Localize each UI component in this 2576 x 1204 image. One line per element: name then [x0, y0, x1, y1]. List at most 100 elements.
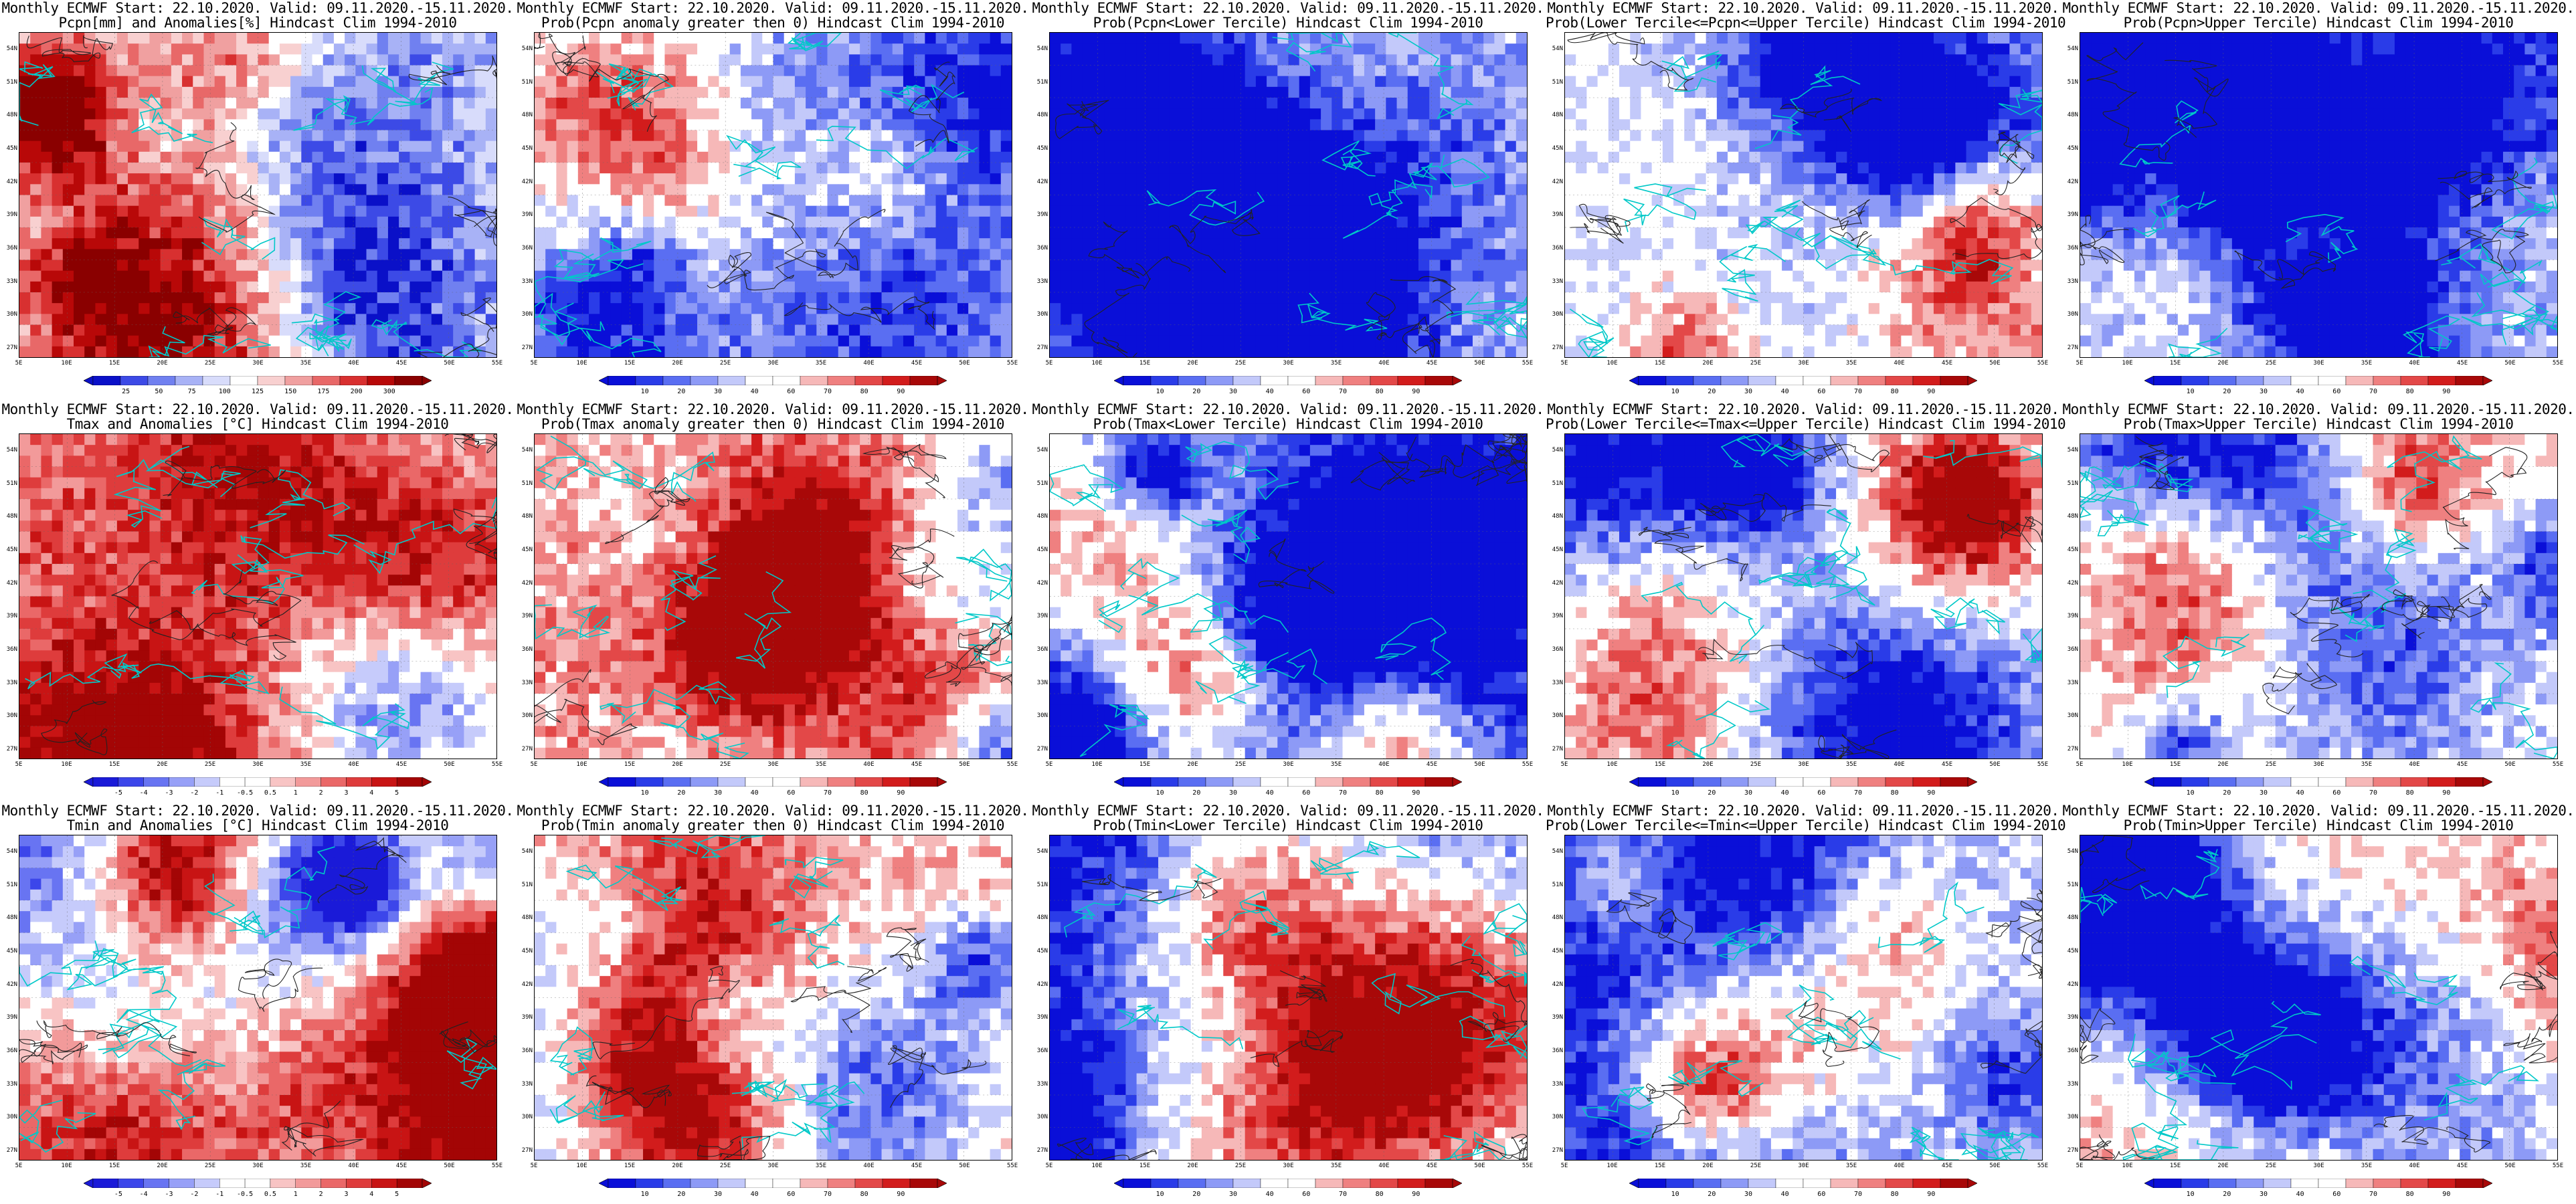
latitude-label: 27N	[1032, 344, 1048, 351]
longitude-label: 40E	[859, 761, 879, 768]
latitude-label: 51N	[517, 882, 533, 888]
latitude-label: 36N	[2062, 245, 2078, 252]
longitude-label: 45E	[2452, 360, 2472, 367]
latitude-label: 45N	[1, 546, 17, 553]
colorbar-tick-label: 30	[2250, 388, 2277, 395]
longitude-label: 30E	[1794, 1163, 1814, 1169]
forecast-map	[1564, 32, 2043, 358]
latitude-label: 51N	[1032, 882, 1048, 888]
colorbar-tick-label: 30	[1735, 1191, 1762, 1198]
map-field	[19, 434, 496, 759]
latitude-label: 36N	[517, 646, 533, 653]
colorbar-tick-label: 20	[668, 1191, 695, 1198]
longitude-label: 35E	[2357, 360, 2377, 367]
longitude-label: 35E	[1326, 761, 1346, 768]
colorbar-tick-label: 80	[1881, 388, 1908, 395]
latitude-label: 39N	[1032, 1014, 1048, 1021]
colorbar-tick-label: 70	[1329, 388, 1356, 395]
colorbar-tick-label: 10	[1147, 388, 1174, 395]
colorbar-tick-label: 10	[632, 1191, 658, 1198]
longitude-label: 20E	[1698, 761, 1718, 768]
latitude-label: 54N	[1547, 848, 1563, 855]
latitude-label: 39N	[1032, 211, 1048, 218]
latitude-label: 54N	[1, 447, 17, 454]
latitude-label: 42N	[1, 981, 17, 988]
map-field	[535, 835, 1012, 1160]
longitude-label: 20E	[1183, 360, 1203, 367]
longitude-label: 10E	[1602, 761, 1623, 768]
panel-title-line1: Monthly ECMWF Start: 22.10.2020. Valid: …	[1546, 803, 2061, 819]
panel-title-line1: Monthly ECMWF Start: 22.10.2020. Valid: …	[1546, 0, 2061, 16]
colorbar-tick-label: 20	[2213, 388, 2240, 395]
latitude-label: 30N	[2062, 1114, 2078, 1120]
longitude-label: 35E	[296, 360, 316, 367]
colorbar-tick-label: 90	[1918, 789, 1944, 797]
latitude-label: 48N	[517, 914, 533, 921]
latitude-label: 30N	[1, 311, 17, 318]
colorbar-tick-label: 90	[1402, 789, 1429, 797]
latitude-label: 39N	[517, 211, 533, 218]
longitude-label: 30E	[1279, 360, 1299, 367]
colorbar-tick-label: 70	[2360, 1191, 2387, 1198]
panel-title-line1: Monthly ECMWF Start: 22.10.2020. Valid: …	[2061, 0, 2576, 16]
map-field	[1050, 835, 1527, 1160]
longitude-label: 25E	[715, 761, 735, 768]
longitude-label: 15E	[1650, 761, 1670, 768]
latitude-label: 30N	[1032, 311, 1048, 318]
colorbar-tick-label: 40	[1772, 388, 1799, 395]
panel-title-line2: Prob(Tmin<Lower Tercile) Hindcast Clim 1…	[1030, 817, 1546, 833]
colorbar-tick-label: 20	[2213, 1191, 2240, 1198]
latitude-label: 36N	[517, 1047, 533, 1054]
panel-title-line1: Monthly ECMWF Start: 22.10.2020. Valid: …	[0, 401, 515, 417]
colorbar-tick-label: 90	[1402, 1191, 1429, 1198]
panel-title-line2: Prob(Tmax>Upper Tercile) Hindcast Clim 1…	[2061, 416, 2576, 432]
latitude-label: 42N	[2062, 580, 2078, 587]
colorbar-tick-label: 70	[1845, 1191, 1871, 1198]
longitude-label: 40E	[2405, 761, 2425, 768]
latitude-label: 51N	[517, 79, 533, 86]
longitude-label: 10E	[1602, 360, 1623, 367]
colorbar-tick-label: 80	[1881, 1191, 1908, 1198]
longitude-label: 50E	[440, 1163, 460, 1169]
colorbar-tick-label: 30	[705, 1191, 731, 1198]
longitude-label: 20E	[153, 761, 173, 768]
longitude-label: 5E	[1554, 360, 1574, 367]
longitude-label: 35E	[296, 1163, 316, 1169]
latitude-label: 33N	[1, 680, 17, 686]
colorbar-tick-label: 125	[244, 388, 271, 395]
latitude-label: 39N	[1547, 1014, 1563, 1021]
latitude-label: 36N	[2062, 1047, 2078, 1054]
colorbar-tick-label: 80	[851, 1191, 878, 1198]
longitude-label: 5E	[9, 1163, 29, 1169]
latitude-label: 45N	[1547, 546, 1563, 553]
latitude-label: 45N	[1547, 145, 1563, 152]
colorbar-tick-label: 25	[112, 388, 139, 395]
colorbar-tick-label: 90	[2433, 1191, 2460, 1198]
colorbar-tick-label: 70	[2360, 388, 2387, 395]
latitude-label: 27N	[2062, 344, 2078, 351]
longitude-label: 35E	[1841, 360, 1861, 367]
colorbar-tick-label: 20	[1698, 789, 1725, 797]
longitude-label: 10E	[1602, 1163, 1623, 1169]
colorbar-tick-label: 80	[2397, 789, 2423, 797]
longitude-label: 5E	[1554, 761, 1574, 768]
longitude-label: 50E	[1470, 761, 1490, 768]
longitude-label: 15E	[1135, 761, 1155, 768]
longitude-label: 35E	[1841, 761, 1861, 768]
longitude-label: 25E	[1746, 360, 1766, 367]
longitude-label: 30E	[1794, 360, 1814, 367]
map-panel: Monthly ECMWF Start: 22.10.2020. Valid: …	[1030, 803, 1546, 1204]
longitude-label: 45E	[907, 360, 927, 367]
latitude-label: 45N	[1, 948, 17, 955]
latitude-label: 36N	[1547, 646, 1563, 653]
longitude-label: 50E	[1985, 761, 2005, 768]
longitude-label: 50E	[1985, 360, 2005, 367]
colorbar-tick-label: 300	[376, 388, 403, 395]
latitude-label: 36N	[1, 646, 17, 653]
longitude-label: 5E	[524, 761, 544, 768]
latitude-label: 48N	[1, 914, 17, 921]
longitude-label: 45E	[391, 1163, 411, 1169]
colorbar-tick-label: 10	[1147, 789, 1174, 797]
latitude-label: 27N	[1, 344, 17, 351]
colorbar-tick-label: -5	[105, 1191, 132, 1198]
